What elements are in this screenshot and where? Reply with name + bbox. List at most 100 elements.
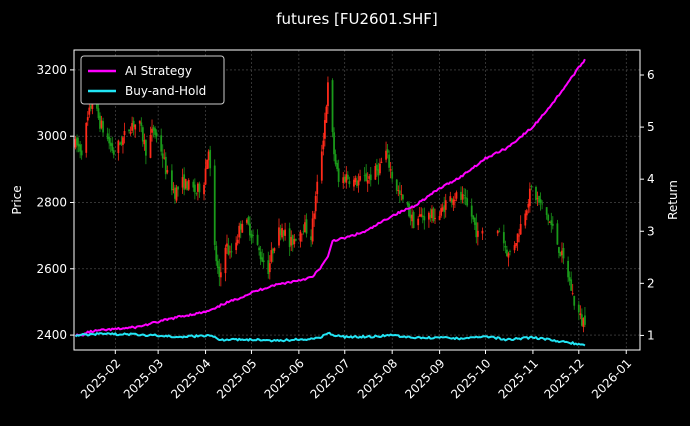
candle-body [513,245,516,251]
candle-body [334,154,337,165]
candle-body [278,227,280,246]
candle-body [154,128,156,135]
candle-body [506,249,508,257]
candle-body [519,223,522,235]
candle-body [432,208,435,222]
candle-body [541,203,543,205]
candle-body [496,230,499,234]
candle-body [354,178,357,183]
candle-body [241,223,244,233]
candle-body [577,304,580,313]
candle-body [229,251,231,253]
candle-body [333,132,335,155]
candle-body [102,121,104,133]
candle-body [429,214,432,218]
candle-body [96,101,98,109]
candle-body [365,173,368,182]
candle-body [86,117,89,121]
candle-body [218,266,221,277]
candle-body [230,251,233,253]
candle-body [138,120,141,124]
candle-body [206,159,208,170]
x-tick-label: 2025-06 [262,356,307,401]
candle-body [163,157,166,159]
candle-body [215,245,218,262]
candle-body [545,207,548,215]
candle-body [193,184,196,193]
candle-body [184,178,187,189]
candle-body [443,205,446,213]
candle-body [516,233,519,243]
candle-body [460,191,462,200]
candle-body [388,154,391,168]
candle-body [567,260,570,278]
y-left-tick-label: 2400 [36,328,67,342]
candle-body [550,220,553,225]
y-right-tick-label: 2 [647,276,655,290]
candle-body [299,231,302,242]
candle-body [151,128,153,133]
legend-label-buy-and-hold: Buy-and-Hold [125,84,206,98]
candle-body [573,296,576,306]
y-left-tick-label: 3200 [36,63,67,77]
plot-frame [73,49,641,351]
candle-body [431,209,433,219]
candle-body [235,242,238,251]
legend-box [80,55,225,105]
candle-body [363,175,366,177]
candle-body [559,251,562,257]
candle-body [561,250,563,256]
candle-body [123,131,126,136]
candle-body [181,177,184,188]
candle-body [97,108,100,119]
candle-body [524,213,527,226]
candle-body [281,228,283,238]
x-tick-label: 2025-11 [496,356,541,401]
candle-body [417,218,420,226]
candle-body [186,181,189,191]
candle-body [132,120,135,128]
candle-body [143,140,146,145]
candle-body [527,203,530,208]
candle-body [548,221,551,223]
candle-body [504,246,507,248]
candle-body [268,263,271,273]
candle-body [582,318,585,327]
candle-body [357,180,360,186]
candle-body [122,137,124,145]
y-right-tick-label: 4 [647,172,655,186]
candle-body [175,187,178,201]
candle-body [245,219,248,223]
candle-body [584,315,586,325]
candle-body [476,230,479,237]
candle-body [207,151,210,161]
candle-body [174,187,176,199]
x-tick-label: 2025-04 [168,356,213,401]
candle-body [369,174,372,181]
candle-body [353,179,355,187]
candle-body [343,176,346,182]
chart-title: futures [FU2601.SHF] [276,10,438,28]
candle-body [141,127,144,142]
candle-body [117,140,120,153]
candle-body [258,247,260,251]
candle-body [464,197,467,199]
candle-body [314,195,317,212]
candle-body [249,223,251,236]
candle-body [91,102,94,110]
candle-body [304,222,306,233]
candle-body [475,222,478,238]
candle-body [239,223,242,230]
candle-body [538,195,540,202]
candle-body [327,82,329,107]
candle-body [140,122,143,126]
candle-body [271,248,274,254]
candle-body [74,138,77,148]
candle-body [80,150,83,156]
candle-body [284,229,287,236]
candle-body [530,186,533,187]
candle-body [203,184,205,195]
candle-body [161,153,164,159]
